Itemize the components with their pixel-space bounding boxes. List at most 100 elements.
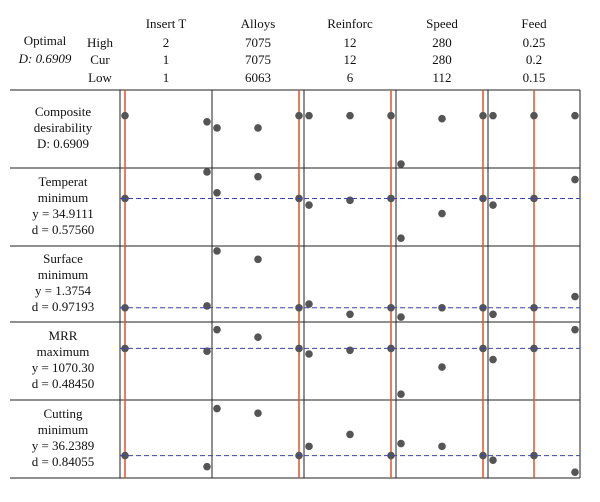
response-point [305,350,313,358]
response-point [203,117,211,126]
factor-low: 0.15 [523,70,546,85]
response-value: y = 34.9111 [32,206,94,221]
response-name: Temperat [39,174,88,189]
response-point [530,111,538,120]
response-point [438,114,446,123]
response-point [213,124,221,132]
factor-low: 1 [163,70,170,85]
optimal-d: D: 0.6909 [18,51,72,66]
cur-label: Cur [90,52,110,67]
factor-name: Reinforc [327,16,373,31]
response-point [254,333,262,342]
response-point [479,111,487,120]
factor-cur: 12 [344,52,357,67]
response-point [489,111,497,120]
response-point [530,344,538,353]
response-point [121,111,129,120]
factor-high: 280 [432,35,452,50]
response-point [346,346,354,355]
factor-high: 7075 [245,35,271,50]
response-point [305,111,313,120]
response-point [305,300,313,308]
factor-high: 0.25 [523,35,546,50]
response-point [489,310,497,319]
response-point [213,188,221,197]
response-point [387,303,395,312]
response-point [489,456,497,464]
response-point [571,292,579,301]
response-point [213,404,221,413]
response-point [530,303,538,312]
response-point [571,175,579,184]
response-point [254,255,262,264]
response-point [438,442,446,451]
response-point [305,442,313,451]
factor-name: Alloys [241,16,276,31]
response-point [213,325,221,334]
response-point [254,124,262,132]
response-point [203,462,211,471]
factor-low: 112 [432,70,451,85]
response-point [438,363,446,371]
response-d: d = 0.84055 [32,454,95,469]
response-point [397,313,405,321]
factor-name: Speed [426,16,458,31]
response-desirability: D: 0.6909 [37,136,89,151]
response-point [489,355,497,364]
low-label: Low [88,70,112,85]
response-name: minimum [38,267,89,282]
response-point [203,347,211,356]
response-point [397,439,405,448]
response-point [571,111,579,120]
factor-cur: 0.2 [526,52,542,67]
response-point [530,194,538,203]
response-point [295,111,303,120]
response-point [254,172,262,181]
response-name: Composite [35,104,92,119]
response-point [346,196,354,205]
response-point [387,344,395,353]
response-point [397,390,405,398]
response-name: Surface [43,251,83,266]
response-name: minimum [38,190,89,205]
factor-low: 6063 [245,70,271,85]
response-value: y = 1.3754 [35,283,92,298]
factor-cur: 280 [432,52,452,67]
response-d: d = 0.97193 [32,299,95,314]
factor-high: 12 [344,35,357,50]
response-point [346,310,354,319]
response-point [530,451,538,460]
response-name: Cutting [43,406,83,421]
response-name: maximum [37,344,90,359]
response-point [387,111,395,120]
response-point [346,111,354,120]
response-point [346,430,354,439]
response-d: d = 0.57560 [32,222,95,237]
response-point [397,160,405,168]
response-value: y = 36.2389 [32,438,95,453]
response-point [397,234,405,242]
optimal-label: Optimal [24,33,67,48]
response-point [387,451,395,460]
response-name: MRR [49,328,78,343]
factor-cur: 1 [163,52,170,67]
response-name: minimum [38,422,89,437]
response-point [571,325,579,334]
response-point [305,201,313,209]
factor-cur: 7075 [245,52,271,67]
factor-low: 6 [347,70,354,85]
factor-high: 2 [163,35,170,50]
response-point [387,194,395,203]
factor-name: Insert T [146,16,187,31]
high-label: High [87,35,114,50]
response-point [489,201,497,209]
response-point [203,168,211,176]
response-value: y = 1070.30 [32,360,95,375]
response-point [438,209,446,218]
response-point [254,409,262,418]
response-d: d = 0.48450 [32,376,95,391]
response-point [203,302,211,310]
factor-name: Feed [521,16,547,31]
